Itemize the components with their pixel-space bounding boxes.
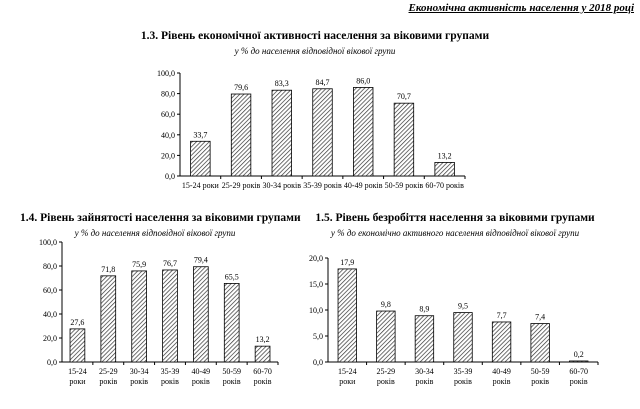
chart-employment: 1.4. Рівень зайнятості населення за віко… <box>20 210 301 405</box>
data-label: 79,6 <box>234 83 248 92</box>
x-tick-label: 40-49 років <box>192 367 211 386</box>
data-label: 8,9 <box>419 305 429 314</box>
data-label: 13,2 <box>256 335 270 344</box>
y-tick-label: 0,0 <box>165 172 175 181</box>
x-tick-label: 50-59 років <box>531 367 550 386</box>
bar <box>414 315 435 363</box>
bar <box>190 140 211 177</box>
x-tick-label: 25-29 років <box>377 367 396 386</box>
x-tick-label: 60-70 років <box>253 367 272 386</box>
bar <box>453 312 473 363</box>
data-label: 79,4 <box>194 256 208 265</box>
x-tick-label: 30-34 років <box>130 367 149 386</box>
x-tick-label: 35-39 років <box>454 367 473 386</box>
y-tick-label: 60,0 <box>161 110 175 119</box>
y-tick-label: 80,0 <box>161 90 175 99</box>
x-tick-label: 50-59 років <box>222 367 241 386</box>
bar <box>271 89 292 177</box>
bar <box>230 93 252 177</box>
x-tick-label: 60-70 років <box>425 181 464 190</box>
data-label: 9,8 <box>381 300 391 309</box>
x-tick-label: 40-49 років <box>492 367 511 386</box>
chart-title: 1.4. Рівень зайнятості населення за віко… <box>20 212 301 224</box>
bar <box>530 323 550 363</box>
data-label: 17,9 <box>340 258 354 267</box>
data-label: 76,7 <box>163 259 177 268</box>
chart-plot: 0,0 5,0 10,0 15,0 20,0 17,9 15-24 роки 9,8 25-29 р… <box>309 254 599 386</box>
chart-unemployment: 1.5. Рівень безробіття населення за віко… <box>300 210 610 405</box>
data-label: 13,2 <box>438 151 452 160</box>
bar <box>100 275 117 363</box>
chart-plot: 0,0 20,0 40,0 60,0 80,0 100,0 27,6 15-24 роки 71,… <box>39 238 279 386</box>
bar <box>393 102 415 177</box>
x-tick-label: 40-49 років <box>344 181 383 190</box>
x-tick-label: 15-24 роки <box>68 367 87 386</box>
bar <box>569 360 589 363</box>
bar <box>193 266 209 363</box>
y-tick-label: 40,0 <box>43 310 57 319</box>
bar <box>162 269 178 363</box>
bar <box>434 162 455 177</box>
chart-plot: 0,0 20,0 40,0 60,0 80,0 100,0 33,7 15-24 роки 79… <box>157 69 466 190</box>
data-label: 84,7 <box>316 78 330 87</box>
x-tick-label: 30-34 років <box>263 181 302 190</box>
y-tick-label: 100,0 <box>39 238 57 247</box>
data-label: 65,5 <box>225 272 239 281</box>
data-label: 75,9 <box>132 260 146 269</box>
data-label: 86,0 <box>356 76 370 85</box>
y-tick-label: 20,0 <box>309 254 323 263</box>
y-tick-label: 0,0 <box>47 358 57 367</box>
x-tick-label: 35-39 років <box>303 181 342 190</box>
data-label: 70,7 <box>397 92 411 101</box>
x-tick-label: 15-24 роки <box>338 367 357 386</box>
y-tick-label: 10,0 <box>309 306 323 315</box>
y-tick-label: 100,0 <box>157 69 175 78</box>
y-tick-label: 60,0 <box>43 286 57 295</box>
x-tick-label: 25-29 років <box>99 367 118 386</box>
chart-title: 1.3. Рівень економічної активності насел… <box>140 30 490 42</box>
x-tick-label: 15-24 роки <box>182 181 220 190</box>
y-tick-label: 0,0 <box>313 358 323 367</box>
x-tick-label: 25-29 років <box>222 181 261 190</box>
bar <box>376 310 396 363</box>
data-label: 33,7 <box>193 130 207 139</box>
data-label: 27,6 <box>70 318 84 327</box>
x-tick-label: 50-59 років <box>385 181 424 190</box>
page-header: Економічна активність населення у 2018 р… <box>408 2 634 14</box>
data-label: 7,4 <box>535 313 545 322</box>
y-tick-label: 40,0 <box>161 131 175 140</box>
chart-subtitle: у % до населення відповідної вікової гру… <box>234 46 396 56</box>
bar <box>491 321 512 363</box>
bar <box>337 268 357 363</box>
data-label: 9,5 <box>458 302 468 311</box>
x-tick-label: 30-34 років <box>415 367 434 386</box>
data-label: 7,7 <box>497 311 507 320</box>
bar <box>223 283 240 363</box>
y-tick-label: 15,0 <box>309 280 323 289</box>
x-tick-label: 60-70 років <box>569 367 588 386</box>
chart-economic-activity: 1.3. Рівень економічної активності насел… <box>140 28 490 196</box>
bar <box>312 88 333 177</box>
bar <box>131 270 147 363</box>
chart-title: 1.5. Рівень безробіття населення за віко… <box>315 212 595 224</box>
y-tick-label: 20,0 <box>43 334 57 343</box>
bar <box>353 87 374 177</box>
data-label: 71,8 <box>101 265 115 274</box>
y-tick-label: 80,0 <box>43 262 57 271</box>
bar <box>254 345 271 363</box>
x-tick-label: 35-39 років <box>161 367 180 386</box>
chart-subtitle: у % до населення відповідної вікової гру… <box>74 228 236 238</box>
chart-subtitle: у % до економічно активного населення ві… <box>330 228 580 238</box>
data-label: 83,3 <box>275 79 289 88</box>
bar <box>69 328 86 363</box>
data-label: 0,2 <box>574 350 584 359</box>
y-tick-label: 20,0 <box>161 151 175 160</box>
y-tick-label: 5,0 <box>313 332 323 341</box>
